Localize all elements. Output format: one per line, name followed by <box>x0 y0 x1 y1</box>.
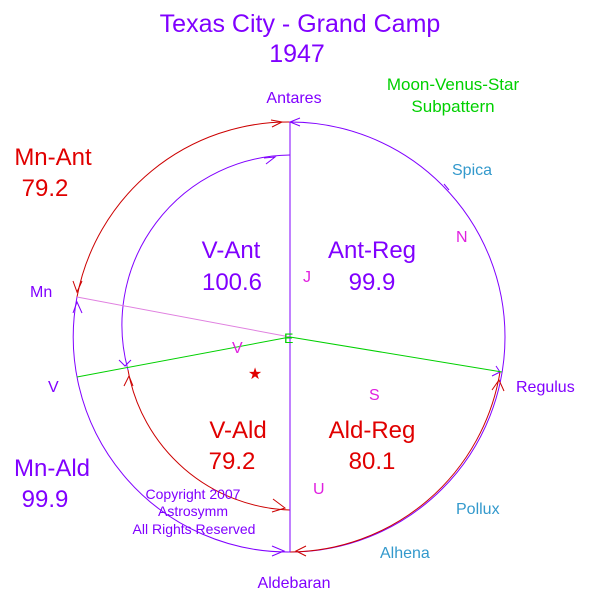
venus-earth-line <box>76 336 291 378</box>
regulus-label: Regulus <box>516 379 575 396</box>
copyright-line-1: Copyright 2007 <box>146 486 241 502</box>
uranus-label: U <box>313 481 325 498</box>
ald-reg-label: Ald-Reg <box>329 417 416 444</box>
moon-earth-line <box>76 296 291 338</box>
earth-regulus-line <box>289 336 503 373</box>
v-ald-label: V-Ald <box>209 417 266 444</box>
mn-ant-value: 79.2 <box>22 175 69 202</box>
title-line-2: 1947 <box>269 40 325 68</box>
ant-reg-value: 99.9 <box>349 269 396 296</box>
star-marker-icon: ★ <box>248 366 262 383</box>
spica-tick <box>443 183 450 191</box>
venus-outer-label: V <box>48 379 59 396</box>
ant-reg-label: Ant-Reg <box>328 237 416 264</box>
arrow-bottom-left <box>271 545 286 557</box>
neptune-label: N <box>456 229 468 246</box>
subtitle-line-2: Subpattern <box>411 97 494 116</box>
v-ant-value: 100.6 <box>202 269 262 296</box>
v-ant-label: V-Ant <box>202 237 261 264</box>
aldebaran-label: Aldebaran <box>258 575 331 592</box>
arrow-inner-left-down <box>123 374 134 387</box>
venus-inner-label: V <box>232 340 243 357</box>
v-ald-value: 79.2 <box>209 448 256 475</box>
copyright-line-2: Astrosymm <box>158 503 228 519</box>
inner-arc-red <box>127 369 291 511</box>
ald-reg-value: 80.1 <box>349 448 396 475</box>
arrow-inner-top <box>263 156 277 165</box>
jupiter-label: J <box>303 269 311 286</box>
outer-arc-left-purple <box>72 296 291 553</box>
mn-ald-value: 99.9 <box>22 486 69 513</box>
arrow-inner-bottom <box>271 498 287 513</box>
subtitle-line-1: Moon-Venus-Star <box>387 75 520 94</box>
arrow-left-mn-lower <box>72 300 83 314</box>
moon-label: Mn <box>30 284 52 301</box>
arrow-top-red <box>270 119 284 128</box>
arrow-left-mn <box>72 280 83 294</box>
arrow-inner-left-up <box>118 359 132 367</box>
copyright-line-3: All Rights Reserved <box>133 521 256 537</box>
earth-label: E <box>284 330 293 346</box>
title-line-1: Texas City - Grand Camp <box>160 10 441 38</box>
outer-arc-right <box>289 121 506 553</box>
regulus-arc-red <box>289 371 501 553</box>
mn-ant-label: Mn-Ant <box>14 144 92 171</box>
arrow-bottom-right <box>294 545 307 557</box>
mn-ald-label: Mn-Ald <box>14 455 90 482</box>
spica-label: Spica <box>452 162 492 179</box>
saturn-label: S <box>369 387 380 404</box>
inner-arc-purple <box>121 154 291 371</box>
outer-arc-left-red <box>76 121 291 298</box>
pollux-label: Pollux <box>456 501 500 518</box>
arrow-regulus-bottom <box>491 378 505 392</box>
antares-label: Antares <box>266 90 321 107</box>
alhena-label: Alhena <box>380 545 430 562</box>
